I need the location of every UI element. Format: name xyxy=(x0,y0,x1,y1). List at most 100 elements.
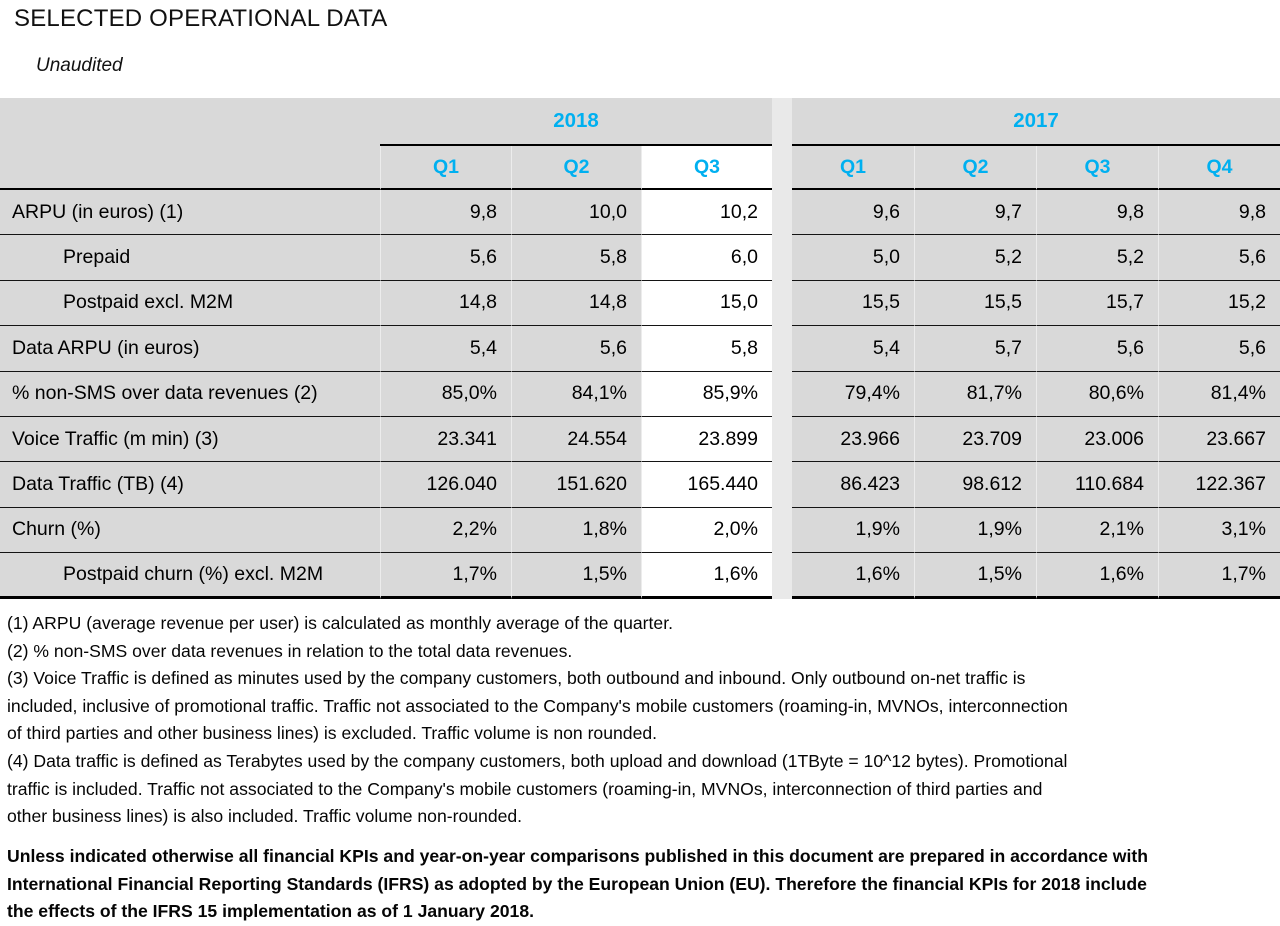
column-gap xyxy=(772,553,792,599)
row-label: % non-SMS over data revenues (2) xyxy=(0,371,380,417)
quarter-header-2017-q4: Q4 xyxy=(1158,146,1280,190)
row-label: Data Traffic (TB) (4) xyxy=(0,462,380,508)
cell-2017-q4: 9,8 xyxy=(1158,190,1280,236)
cell-2017-q3: 1,6% xyxy=(1036,553,1158,599)
cell-2018-q1: 1,7% xyxy=(380,553,511,599)
cell-2017-q2: 9,7 xyxy=(914,190,1036,236)
disclaimer-line: the effects of the IFRS 15 implementatio… xyxy=(7,901,534,921)
footnote-line: of third parties and other business line… xyxy=(7,723,658,744)
column-gap xyxy=(772,507,792,554)
cell-2017-q4: 5,6 xyxy=(1158,235,1280,281)
year-header-2018: 2018 xyxy=(380,98,772,146)
cell-2017-q4: 5,6 xyxy=(1158,326,1280,372)
cell-2017-q1: 1,6% xyxy=(792,553,914,599)
cell-2017-q4: 1,7% xyxy=(1158,553,1280,599)
row-label: Postpaid churn (%) excl. M2M xyxy=(0,553,380,599)
disclaimer-line: International Financial Reporting Standa… xyxy=(7,873,1147,894)
column-gap xyxy=(772,371,792,417)
cell-2017-q2: 5,2 xyxy=(914,235,1036,281)
quarter-header-2017-q2: Q2 xyxy=(914,146,1036,190)
footnote-line: (4) Data traffic is defined as Terabytes… xyxy=(7,750,1068,771)
cell-2017-q3: 5,6 xyxy=(1036,326,1158,372)
cell-2017-q3: 15,7 xyxy=(1036,280,1158,327)
row-label: Prepaid xyxy=(0,235,380,281)
column-gap xyxy=(772,235,792,281)
cell-2018-q3: 1,6% xyxy=(641,553,772,599)
page-title: SELECTED OPERATIONAL DATA xyxy=(14,5,388,32)
footnote-line: included, inclusive of promotional traff… xyxy=(7,695,1068,716)
cell-2018-q3: 5,8 xyxy=(641,326,772,372)
cell-2018-q2: 24.554 xyxy=(511,416,641,463)
quarter-header-2017-q3: Q3 xyxy=(1036,146,1158,190)
quarter-header-2018-q2: Q2 xyxy=(511,146,641,190)
quarter-header-2017-q1: Q1 xyxy=(792,146,914,190)
cell-2017-q1: 86.423 xyxy=(792,462,914,508)
cell-2018-q2: 5,8 xyxy=(511,235,641,281)
column-gap xyxy=(772,190,792,236)
cell-2018-q3: 2,0% xyxy=(641,507,772,554)
cell-2018-q1: 126.040 xyxy=(380,462,511,508)
cell-2018-q3: 15,0 xyxy=(641,280,772,327)
cell-2017-q4: 23.667 xyxy=(1158,416,1280,463)
footnotes: (1) ARPU (average revenue per user) is c… xyxy=(7,610,1280,831)
footnote-line: traffic is included. Traffic not associa… xyxy=(7,778,1043,799)
ifrs-disclaimer: Unless indicated otherwise all financial… xyxy=(7,843,1280,926)
row-label: Data ARPU (in euros) xyxy=(0,326,380,372)
operational-data-table: 2018 2017 Q1 Q2 Q3 Q1 Q2 Q3 Q4 ARPU (in euros) (1… xyxy=(0,98,1280,599)
cell-2017-q3: 2,1% xyxy=(1036,507,1158,554)
cell-2018-q3: 6,0 xyxy=(641,235,772,281)
cell-2018-q1: 5,6 xyxy=(380,235,511,281)
row-label: Voice Traffic (m min) (3) xyxy=(0,416,380,463)
column-gap xyxy=(772,146,792,190)
cell-2017-q1: 9,6 xyxy=(792,190,914,236)
cell-2018-q3: 23.899 xyxy=(641,416,772,463)
cell-2017-q3: 110.684 xyxy=(1036,462,1158,508)
cell-2018-q1: 23.341 xyxy=(380,416,511,463)
table-corner-spacer xyxy=(0,98,380,146)
cell-2017-q1: 5,0 xyxy=(792,235,914,281)
row-label: Churn (%) xyxy=(0,507,380,554)
cell-2018-q2: 10,0 xyxy=(511,190,641,236)
column-gap xyxy=(772,280,792,327)
cell-2017-q1: 1,9% xyxy=(792,507,914,554)
cell-2017-q1: 23.966 xyxy=(792,416,914,463)
cell-2018-q3: 165.440 xyxy=(641,462,772,508)
cell-2018-q2: 5,6 xyxy=(511,326,641,372)
row-label: ARPU (in euros) (1) xyxy=(0,190,380,236)
cell-2017-q2: 1,9% xyxy=(914,507,1036,554)
cell-2018-q1: 9,8 xyxy=(380,190,511,236)
cell-2018-q1: 2,2% xyxy=(380,507,511,554)
column-gap xyxy=(772,326,792,372)
cell-2018-q1: 5,4 xyxy=(380,326,511,372)
cell-2017-q2: 23.709 xyxy=(914,416,1036,463)
disclaimer-line: Unless indicated otherwise all financial… xyxy=(7,846,1148,866)
footnote-line: (2) % non-SMS over data revenues in rela… xyxy=(7,640,573,661)
cell-2018-q2: 14,8 xyxy=(511,280,641,327)
column-gap xyxy=(772,462,792,508)
cell-2018-q3: 10,2 xyxy=(641,190,772,236)
cell-2017-q4: 3,1% xyxy=(1158,507,1280,554)
cell-2017-q1: 15,5 xyxy=(792,280,914,327)
cell-2017-q3: 23.006 xyxy=(1036,416,1158,463)
cell-2018-q1: 85,0% xyxy=(380,371,511,417)
cell-2017-q2: 5,7 xyxy=(914,326,1036,372)
year-header-2017: 2017 xyxy=(792,98,1280,146)
row-label: Postpaid excl. M2M xyxy=(0,280,380,327)
cell-2017-q1: 5,4 xyxy=(792,326,914,372)
footnote-line: (3) Voice Traffic is defined as minutes … xyxy=(7,668,1026,689)
cell-2018-q2: 84,1% xyxy=(511,371,641,417)
cell-2017-q2: 81,7% xyxy=(914,371,1036,417)
cell-2018-q1: 14,8 xyxy=(380,280,511,327)
cell-2017-q2: 98.612 xyxy=(914,462,1036,508)
footnote-line: other business lines) is also included. … xyxy=(7,806,523,827)
subtitle-unaudited: Unaudited xyxy=(36,55,123,76)
cell-2017-q4: 15,2 xyxy=(1158,280,1280,327)
cell-2017-q3: 80,6% xyxy=(1036,371,1158,417)
column-gap xyxy=(772,416,792,463)
cell-2017-q3: 5,2 xyxy=(1036,235,1158,281)
column-gap xyxy=(772,98,792,146)
quarter-header-2018-q3: Q3 xyxy=(641,146,772,190)
cell-2017-q4: 81,4% xyxy=(1158,371,1280,417)
cell-2017-q1: 79,4% xyxy=(792,371,914,417)
cell-2018-q3: 85,9% xyxy=(641,371,772,417)
